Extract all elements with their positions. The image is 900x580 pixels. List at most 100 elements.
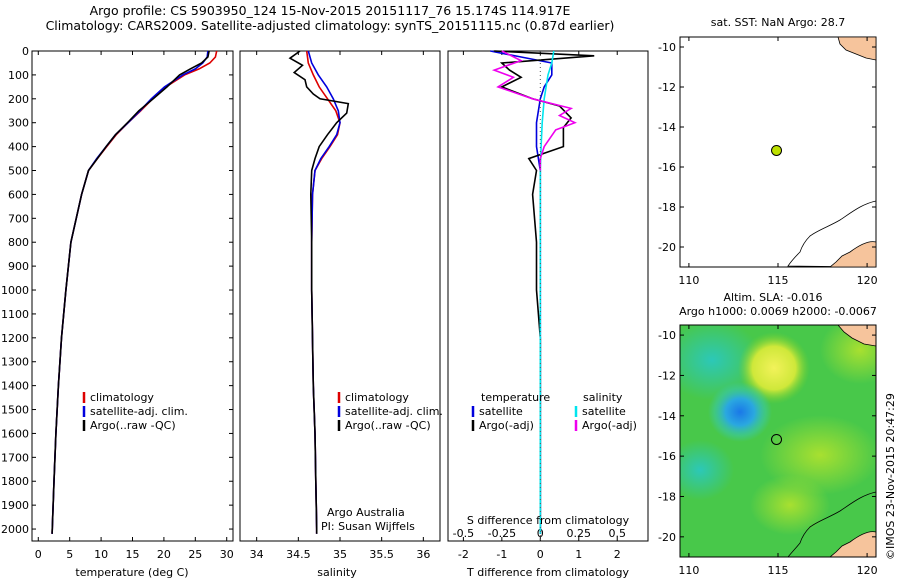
legend-temperature-title: temperature <box>481 391 550 404</box>
depth-tick-label: 1100 <box>1 308 29 321</box>
sla-map-title: Altim. SLA: -0.016 <box>723 291 822 304</box>
argo-australia-label: Argo Australia <box>327 506 405 519</box>
s-difference-tick-label: -0.25 <box>488 527 516 540</box>
lat-tick-label: -18 <box>658 490 676 503</box>
land-south-coast-sla <box>829 531 876 557</box>
salinity-tick-label: 35 <box>333 548 347 561</box>
legend-entry: satellite <box>582 405 626 418</box>
temperature-tick-label: 0 <box>35 548 42 561</box>
bathymetry-contour-sla <box>787 491 876 557</box>
depth-tick-label: 1800 <box>1 475 29 488</box>
series-argo-raw-qc <box>51 50 210 534</box>
depth-tick-label: 400 <box>8 141 29 154</box>
bathymetry-contour <box>787 200 876 267</box>
depth-tick-label: 500 <box>8 165 29 178</box>
s-difference-tick-label: -0.5 <box>453 527 474 540</box>
temperature-tick-label: 30 <box>220 548 234 561</box>
salinity-tick-label: 34 <box>250 548 264 561</box>
lat-tick-label: -14 <box>658 410 676 423</box>
temperature-tick-label: 15 <box>126 548 140 561</box>
legend-entry: satellite-adj. clim. <box>345 405 443 418</box>
sla-map-subtitle: Argo h1000: 0.0069 h2000: -0.0067 <box>679 305 877 318</box>
temperature-tick-label: 5 <box>66 548 73 561</box>
depth-tick-label: 1000 <box>1 284 29 297</box>
lon-tick-label: 120 <box>857 564 878 577</box>
depth-tick-label: 1900 <box>1 499 29 512</box>
depth-tick-label: 900 <box>8 260 29 273</box>
s-difference-axis-label: S difference from climatology <box>467 514 630 527</box>
legend-entry: climatology <box>345 391 409 404</box>
temperature-panel: 0100200300400500600700800900100011001200… <box>1 45 234 579</box>
sla-heatmap <box>680 325 876 557</box>
difference-legend: temperature salinity satelliteArgo(-adj)… <box>471 391 637 432</box>
lon-tick-label: 115 <box>768 564 789 577</box>
series-salinity-argo-adj <box>491 50 577 171</box>
depth-tick-label: 2000 <box>1 523 29 536</box>
lon-tick-label: 115 <box>768 274 789 287</box>
legend-entry: Argo(..raw -QC) <box>90 419 176 432</box>
argo-float-marker <box>771 433 783 445</box>
salinity-tick-label: 36 <box>416 548 430 561</box>
depth-tick-label: 100 <box>8 69 29 82</box>
series-climatology <box>51 50 218 534</box>
depth-tick-label: 1300 <box>1 356 29 369</box>
lat-tick-label: -18 <box>658 201 676 214</box>
sst-map-title: sat. SST: NaN Argo: 28.7 <box>711 16 845 29</box>
salinity-panel: 34 34.5 35 35.5 36 salinity climatologysatel… <box>239 50 443 579</box>
temperature-tick-label: 10 <box>94 548 108 561</box>
depth-tick-label: 800 <box>8 236 29 249</box>
depth-tick-label: 1500 <box>1 404 29 417</box>
lat-tick-label: -10 <box>658 41 676 54</box>
salinity-tick-label: 35.5 <box>369 548 394 561</box>
argo-float-marker <box>771 144 783 156</box>
t-difference-tick-label: -1 <box>496 548 507 561</box>
legend-entry: Argo(-adj) <box>479 419 534 432</box>
series-argo-raw-qc <box>288 50 350 534</box>
lat-tick-label: -12 <box>658 369 676 382</box>
t-difference-tick-label: 0 <box>537 548 544 561</box>
lat-tick-label: -14 <box>658 121 676 134</box>
t-difference-tick-label: 2 <box>614 548 621 561</box>
lat-tick-label: -20 <box>658 531 676 544</box>
t-difference-axis-label: T difference from climatology <box>466 566 629 579</box>
depth-tick-label: 1700 <box>1 451 29 464</box>
depth-tick-label: 1200 <box>1 332 29 345</box>
depth-tick-label: 1400 <box>1 380 29 393</box>
imos-credit: ©IMOS 23-Nov-2015 20:47:29 <box>884 393 897 560</box>
salinity-tick-label: 34.5 <box>286 548 311 561</box>
temperature-plot-frame <box>31 50 234 542</box>
difference-panel: -2 -1 0 1 2 -0.5 -0.25 0 0.25 0.5 T difference f… <box>447 50 649 579</box>
sla-map: Altim. SLA: -0.016 Argo h1000: 0.0069 h2… <box>658 291 878 577</box>
lat-tick-label: -20 <box>658 241 676 254</box>
depth-tick-label: 1600 <box>1 427 29 440</box>
sst-location-map: sat. SST: NaN Argo: 28.7 110 115 120 -10 -12… <box>658 16 878 287</box>
lat-tick-label: -16 <box>658 161 676 174</box>
depth-tick-label: 0 <box>22 45 29 58</box>
land-north-coast-sla <box>837 325 876 347</box>
land-north-coast <box>837 37 876 61</box>
series-temperature-argo-adj <box>494 50 595 534</box>
depth-tick-label: 200 <box>8 93 29 106</box>
pi-name-label: PI: Susan Wijffels <box>321 520 415 533</box>
series-satellite-adj-clim <box>51 50 209 534</box>
temperature-tick-label: 20 <box>157 548 171 561</box>
difference-plot-frame <box>447 50 649 542</box>
legend-entry: climatology <box>90 391 154 404</box>
s-difference-tick-label: 0.25 <box>567 527 592 540</box>
salinity-axis-label: salinity <box>317 566 357 579</box>
lat-tick-label: -10 <box>658 329 676 342</box>
legend-entry: Argo(-adj) <box>582 419 637 432</box>
figure-title-line-2: Climatology: CARS2009. Satellite-adjuste… <box>45 18 615 33</box>
series-salinity-satellite <box>539 50 555 534</box>
legend-entry: Argo(..raw -QC) <box>345 419 431 432</box>
depth-tick-label: 700 <box>8 212 29 225</box>
lat-tick-label: -12 <box>658 81 676 94</box>
s-difference-tick-label: 0.5 <box>608 527 626 540</box>
depth-tick-label: 300 <box>8 117 29 130</box>
t-difference-tick-label: -2 <box>458 548 469 561</box>
figure-title-line-1: Argo profile: CS 5903950_124 15-Nov-2015… <box>89 3 571 18</box>
temperature-axis-label: temperature (deg C) <box>75 566 188 579</box>
t-difference-tick-label: 1 <box>575 548 582 561</box>
